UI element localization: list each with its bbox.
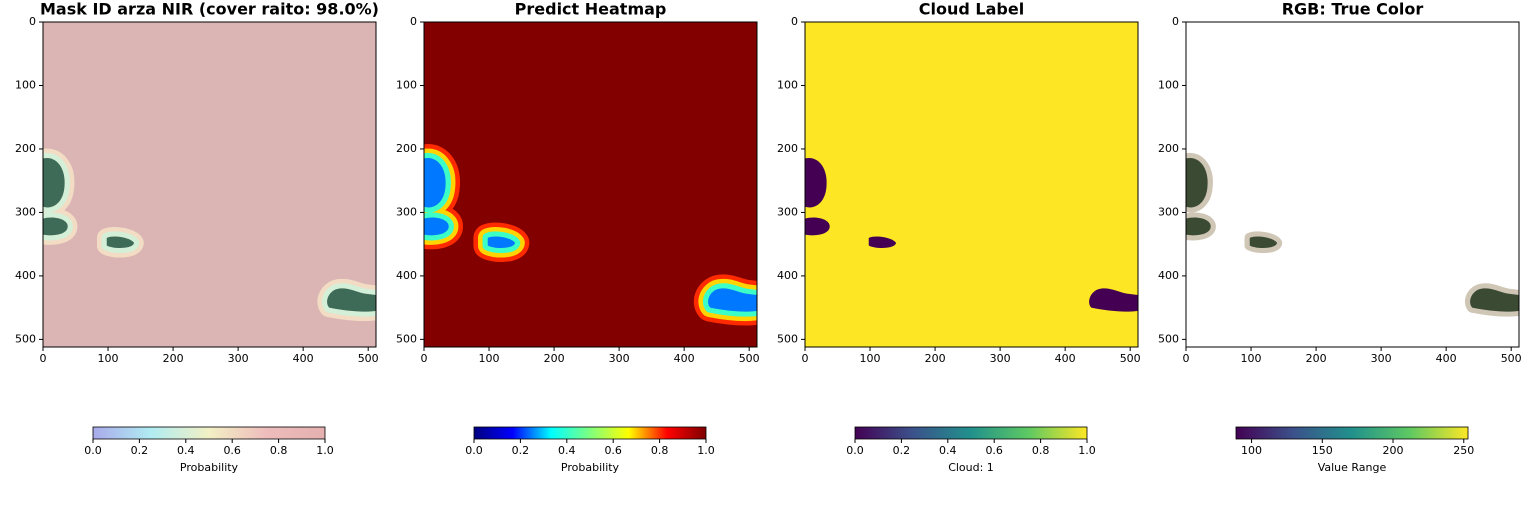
axes-frame [804,21,1139,348]
x-tick-label: 400 [674,352,695,365]
axes-frame [423,21,758,348]
colorbar-tick-label: 1.0 [1078,444,1096,457]
x-tick-label: 500 [1120,352,1141,365]
x-tick-label: 200 [1306,352,1327,365]
y-tick-label: 0 [1172,15,1179,28]
x-tick-label: 300 [609,352,630,365]
colorbar-tick-label: 150 [1312,444,1333,457]
colorbar-label: Cloud: 1 [948,461,994,474]
y-tick-label: 100 [1158,78,1179,91]
axes-frame [42,21,377,348]
y-tick-label: 100 [15,78,36,91]
colorbar [854,426,1088,440]
y-tick-label: 0 [29,15,36,28]
panel-title: Cloud Label [919,0,1024,19]
colorbar-tick-label: 0.8 [651,444,669,457]
panel-title: RGB: True Color [1282,0,1424,19]
colorbar-tick-label: 0.0 [84,444,102,457]
y-tick-label: 100 [396,78,417,91]
y-tick-label: 500 [1158,332,1179,345]
colorbar-tick-label: 250 [1453,444,1474,457]
y-tick-label: 500 [777,332,798,345]
colorbar [1235,426,1469,440]
colorbar-tick-label: 0.2 [893,444,911,457]
x-tick-label: 300 [228,352,249,365]
x-tick-label: 0 [1183,352,1190,365]
colorbar-tick-label: 1.0 [316,444,334,457]
x-tick-label: 0 [40,352,47,365]
colorbar-label: Probability [180,461,239,474]
image [43,22,376,347]
x-tick-label: 500 [1501,352,1522,365]
x-tick-label: 100 [98,352,119,365]
x-tick-label: 400 [293,352,314,365]
x-tick-label: 100 [1241,352,1262,365]
y-tick-label: 400 [777,269,798,282]
colorbar-tick-label: 1.0 [697,444,715,457]
axes-frame [1185,21,1520,348]
x-tick-label: 400 [1436,352,1457,365]
y-tick-label: 300 [777,205,798,218]
y-tick-label: 200 [15,142,36,155]
x-tick-label: 100 [860,352,881,365]
x-tick-label: 200 [163,352,184,365]
colorbar-tick-label: 100 [1241,444,1262,457]
panel-title: Mask ID arza NIR (cover raito: 98.0%) [40,0,379,19]
image [1186,22,1519,347]
colorbar [473,426,707,440]
y-tick-label: 300 [1158,205,1179,218]
colorbar-tick-label: 0.2 [131,444,149,457]
colorbar-tick-label: 0.2 [512,444,530,457]
y-tick-label: 500 [15,332,36,345]
x-tick-label: 300 [990,352,1011,365]
y-tick-label: 500 [396,332,417,345]
colorbar-tick-label: 0.6 [223,444,241,457]
y-tick-label: 100 [777,78,798,91]
colorbar-tick-label: 0.6 [985,444,1003,457]
colorbar-tick-label: 0.4 [558,444,576,457]
y-tick-label: 200 [396,142,417,155]
colorbar-tick-label: 0.8 [1032,444,1050,457]
image [805,22,1138,347]
image-background [805,22,1138,347]
y-tick-label: 400 [396,269,417,282]
image [424,22,757,347]
y-tick-label: 200 [1158,142,1179,155]
colorbar-tick-label: 0.4 [177,444,195,457]
colorbar-tick-label: 0.0 [846,444,864,457]
colorbar-tick-label: 0.6 [604,444,622,457]
colorbar-label: Probability [561,461,620,474]
y-tick-label: 0 [791,15,798,28]
y-tick-label: 300 [15,205,36,218]
colorbar [92,426,326,440]
x-tick-label: 100 [479,352,500,365]
y-tick-label: 400 [15,269,36,282]
x-tick-label: 500 [739,352,760,365]
colorbar-tick-label: 0.4 [939,444,957,457]
y-tick-label: 300 [396,205,417,218]
y-tick-label: 200 [777,142,798,155]
x-tick-label: 200 [925,352,946,365]
colorbar-tick-label: 0.0 [465,444,483,457]
image-background [1186,22,1519,347]
y-tick-label: 0 [410,15,417,28]
colorbar-tick-label: 200 [1383,444,1404,457]
x-tick-label: 400 [1055,352,1076,365]
x-tick-label: 0 [802,352,809,365]
y-tick-label: 400 [1158,269,1179,282]
x-tick-label: 200 [544,352,565,365]
colorbar-label: Value Range [1318,461,1387,474]
x-tick-label: 500 [358,352,379,365]
colorbar-tick-label: 0.8 [270,444,288,457]
x-tick-label: 0 [421,352,428,365]
x-tick-label: 300 [1371,352,1392,365]
panel-title: Predict Heatmap [515,0,667,19]
